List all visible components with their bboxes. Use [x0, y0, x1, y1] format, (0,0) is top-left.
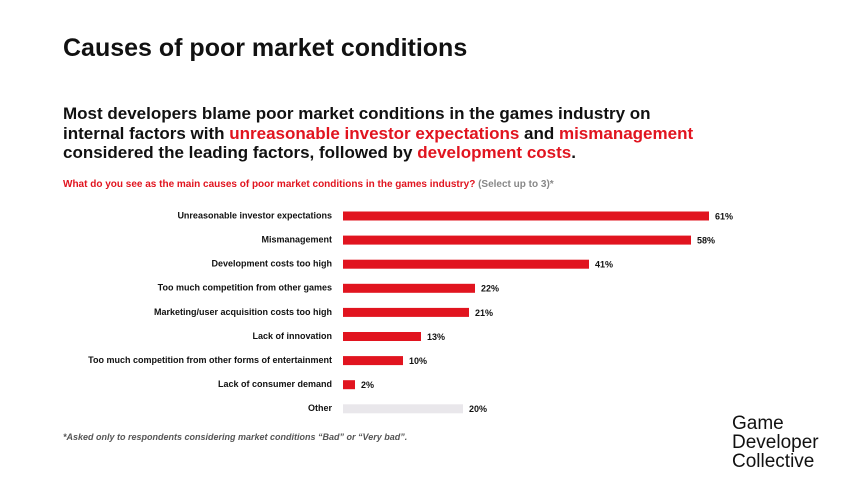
- subtitle-highlight: unreasonable investor expectations: [229, 123, 520, 143]
- bar: [343, 235, 691, 245]
- subtitle-line: Most developers blame poor market condit…: [63, 104, 651, 124]
- value-label: 13%: [427, 332, 445, 342]
- subtitle-highlight: development costs: [417, 143, 572, 162]
- bar: [343, 283, 475, 293]
- bar: [343, 404, 463, 414]
- subtitle-text: and: [519, 123, 559, 143]
- question: What do you see as the main causes of po…: [63, 179, 554, 190]
- bar: [343, 259, 589, 269]
- question-note: (Select up to 3)*: [478, 179, 554, 190]
- subtitle-text: .: [571, 143, 576, 162]
- bar: [343, 307, 469, 317]
- category-label: Too much competition from other forms of…: [88, 355, 332, 365]
- logo-text: Collective: [732, 451, 815, 472]
- value-label: 61%: [715, 211, 733, 221]
- subtitle-highlight: mismanagement: [558, 123, 694, 143]
- value-label: 41%: [595, 260, 613, 270]
- subtitle-line: internal factors with unreasonable inves…: [63, 124, 693, 144]
- category-label: Unreasonable investor expectations: [177, 210, 332, 220]
- subtitle-text: Most developers blame poor market condit…: [63, 104, 651, 123]
- bar: [343, 356, 403, 366]
- category-label: Too much competition from other games: [158, 283, 332, 293]
- subtitle-line: considered the leading factors, followed…: [63, 143, 576, 163]
- bar: [343, 332, 421, 341]
- category-label: Other: [308, 403, 333, 413]
- question-text: What do you see as the main causes of po…: [63, 179, 476, 190]
- category-label: Marketing/user acquisition costs too hig…: [154, 307, 332, 317]
- footnote: *Asked only to respondents considering m…: [63, 432, 408, 442]
- logo-text: Developer: [732, 432, 819, 453]
- subtitle-text: considered the leading factors, followed…: [63, 143, 418, 162]
- value-label: 10%: [409, 356, 427, 366]
- category-label: Lack of innovation: [252, 331, 332, 341]
- category-label: Development costs too high: [211, 259, 332, 269]
- value-label: 58%: [697, 235, 715, 245]
- value-label: 20%: [469, 404, 487, 414]
- bar: [343, 211, 709, 221]
- value-label: 21%: [475, 308, 493, 318]
- category-label: Lack of consumer demand: [218, 379, 332, 389]
- subtitle-text: internal factors with: [63, 123, 230, 143]
- title: Causes of poor market conditions: [63, 34, 468, 62]
- value-label: 2%: [361, 380, 374, 390]
- value-label: 22%: [481, 284, 499, 294]
- category-label: Mismanagement: [261, 234, 332, 244]
- bar: [343, 380, 355, 390]
- logo-text: Game: [732, 413, 784, 434]
